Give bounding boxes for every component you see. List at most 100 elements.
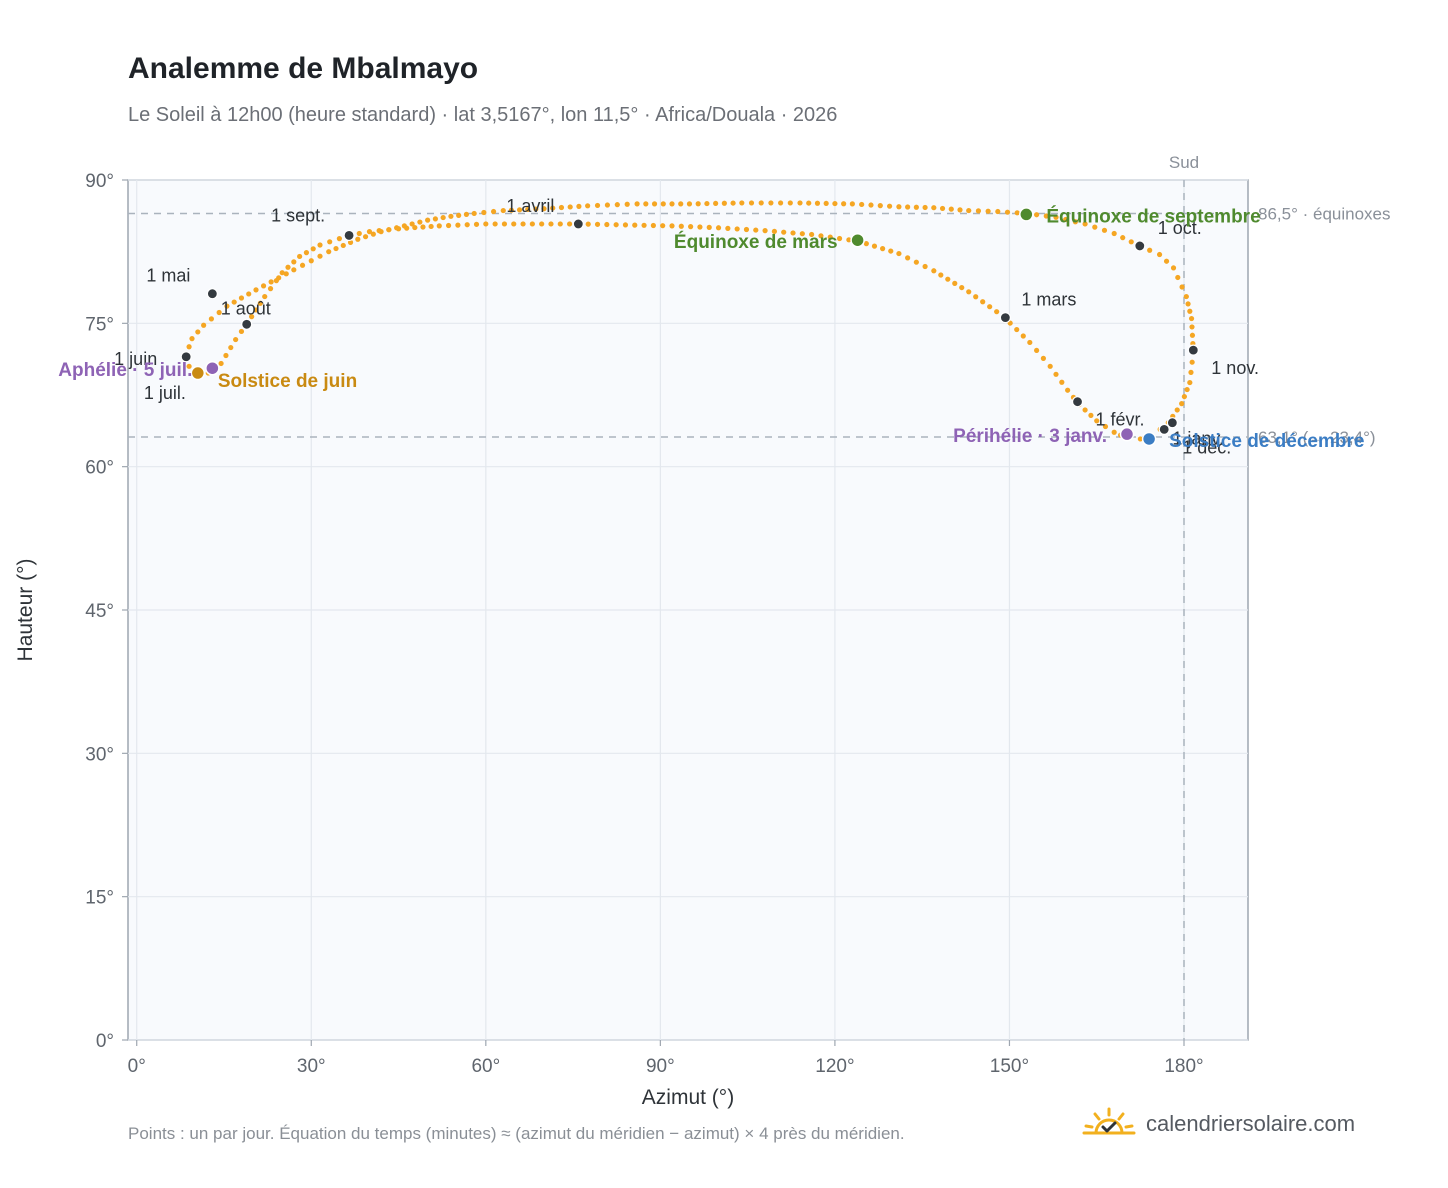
- daily-point: [686, 201, 693, 207]
- daily-point: [253, 287, 259, 293]
- event-label: Équinoxe de septembre: [1046, 205, 1260, 227]
- daily-point: [836, 235, 843, 242]
- event-marker: [1119, 426, 1135, 442]
- month-markers: 1 janv. 1 févr. 1 mars 1 avril 1 mai 1 juin 1 …: [114, 196, 1259, 457]
- daily-point: [409, 221, 415, 227]
- daily-point: [223, 352, 229, 359]
- daily-point: [706, 224, 712, 230]
- daily-point: [585, 221, 591, 227]
- brand-name: calendriersolaire.com: [1146, 1111, 1356, 1136]
- brand[interactable]: calendriersolaire.com: [1082, 1106, 1355, 1142]
- daily-point: [557, 221, 563, 227]
- daily-point: [310, 246, 316, 252]
- daily-point: [336, 236, 342, 242]
- daily-point: [678, 201, 684, 207]
- daily-point: [1014, 326, 1020, 333]
- daily-point: [863, 241, 869, 247]
- daily-point: [790, 230, 796, 236]
- daily-point: [283, 271, 289, 277]
- daily-point: [614, 202, 620, 208]
- daily-point: [1181, 393, 1187, 400]
- daily-point: [445, 222, 452, 229]
- daily-point: [1187, 308, 1193, 314]
- daily-point: [218, 360, 224, 367]
- daily-point: [913, 259, 919, 265]
- daily-point: [340, 242, 346, 249]
- event-marker: [850, 232, 865, 248]
- daily-point: [995, 208, 1001, 215]
- daily-point: [464, 222, 470, 228]
- month-marker: [180, 351, 192, 363]
- daily-point: [501, 221, 508, 227]
- daily-point: [713, 200, 719, 207]
- daily-point: [624, 201, 630, 207]
- daily-point: [1188, 369, 1194, 375]
- daily-point: [291, 267, 297, 273]
- chart-title: Analemme de Mbalmayo: [128, 52, 479, 85]
- x-tick-label: 90°: [646, 1056, 675, 1077]
- daily-point: [781, 229, 787, 235]
- daily-point: [748, 200, 755, 206]
- daily-point: [1004, 209, 1011, 215]
- daily-point: [516, 207, 523, 213]
- event-marker: [190, 365, 206, 381]
- daily-point: [233, 336, 239, 343]
- daily-point: [463, 211, 470, 217]
- daily-point: [299, 262, 306, 268]
- daily-point: [1020, 333, 1026, 339]
- daily-point: [975, 208, 982, 214]
- daily-point: [877, 203, 883, 209]
- daily-point: [492, 221, 498, 227]
- month-label: 1 déc.: [1182, 437, 1231, 457]
- daily-point: [966, 289, 972, 295]
- sun-check-icon: [1082, 1107, 1136, 1135]
- daily-point: [257, 300, 263, 306]
- event-marker: [1019, 207, 1034, 222]
- month-marker: [1071, 396, 1084, 408]
- daily-point: [576, 203, 582, 209]
- x-tick-label: 120°: [815, 1056, 854, 1077]
- daily-point: [868, 202, 874, 208]
- month-label: 1 janv.: [1172, 429, 1224, 449]
- daily-point: [651, 201, 658, 207]
- daily-sun-path: [183, 200, 1196, 442]
- daily-point: [704, 200, 710, 207]
- daily-point: [370, 231, 376, 237]
- daily-point: [1184, 386, 1190, 393]
- daily-point: [291, 259, 297, 265]
- daily-point: [1082, 221, 1088, 227]
- daily-point: [799, 231, 805, 237]
- daily-point: [913, 204, 919, 210]
- month-marker: [1158, 423, 1170, 435]
- daily-point: [448, 213, 454, 219]
- daily-point: [948, 206, 954, 212]
- daily-point: [362, 234, 369, 240]
- daily-point: [347, 239, 354, 245]
- altitude-reference-label: 63,1° (→ 23,4°): [1258, 428, 1376, 447]
- daily-point: [697, 224, 703, 230]
- daily-point: [471, 210, 477, 217]
- daily-point: [326, 249, 332, 255]
- daily-point: [743, 226, 750, 233]
- y-tick-label: 30°: [85, 744, 114, 765]
- daily-point: [1059, 379, 1065, 385]
- daily-point: [186, 344, 192, 350]
- month-label: 1 août: [221, 298, 271, 318]
- daily-point: [762, 228, 768, 234]
- month-label: 1 oct.: [1158, 218, 1202, 238]
- daily-point: [753, 227, 759, 233]
- daily-point: [428, 223, 434, 230]
- daily-point: [1189, 332, 1196, 338]
- month-marker: [241, 318, 253, 330]
- daily-point: [695, 201, 701, 207]
- daily-point: [1053, 214, 1059, 220]
- daily-point: [267, 286, 274, 292]
- daily-point: [529, 221, 535, 227]
- daily-point: [333, 245, 339, 252]
- daily-point: [721, 200, 727, 206]
- daily-point: [585, 203, 591, 209]
- daily-point: [1082, 407, 1088, 413]
- daily-point: [455, 222, 461, 228]
- daily-point: [262, 293, 268, 300]
- daily-point: [832, 200, 838, 207]
